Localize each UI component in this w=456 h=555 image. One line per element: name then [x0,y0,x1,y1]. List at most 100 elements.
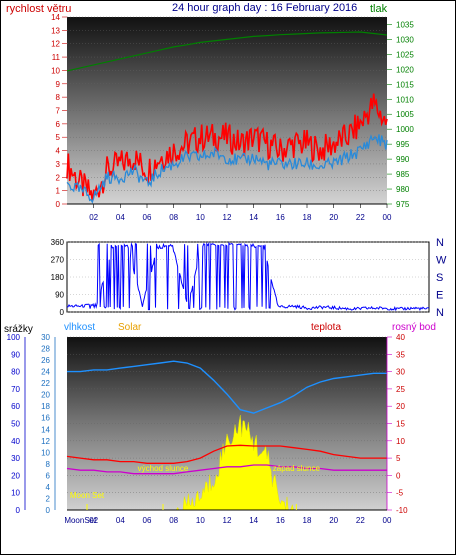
temp-tick-label: 5 [396,454,401,463]
pressure-tick-label: 980 [396,185,410,194]
temp-tick-label: 35 [396,350,405,359]
pressure-tick-label: 1010 [396,95,414,104]
temp-tick-label: 15 [396,420,405,429]
pressure-line [66,31,388,72]
humidity-tick-label: 12 [41,437,50,446]
temp-tick-label: -10 [396,506,408,515]
humidity-tick-label: 6 [46,471,51,480]
rain-axis-title: srážky [4,324,33,335]
humidity-tick-label: 0 [46,506,51,515]
rain-tick-label: 30 [11,454,20,463]
compass-label: S [436,272,443,284]
rain-tick-label: 50 [11,420,20,429]
humidity-tick-label: 22 [41,379,50,388]
dewpoint-line [66,464,387,475]
temp-tick-label: -5 [396,489,404,498]
temp-tick-label: 30 [396,368,405,377]
humidity-line [67,360,387,414]
wind-tick-label: 5 [56,133,61,142]
wind-tick-label: 3 [56,160,61,169]
rain-tick-label: 40 [11,437,20,446]
humidity-tick-label: 2 [46,494,51,503]
wind-tick-label: 12 [51,40,60,49]
humidity-tick-label: 16 [41,414,50,423]
rain-tick-label: 60 [11,402,20,411]
temperature-axis-title: teplota [311,322,341,333]
humidity-tick-label: 4 [46,483,51,492]
direction-tick-label: 180 [51,273,65,282]
pressure-tick-label: 1035 [396,20,414,29]
wind-tick-label: 9 [56,80,61,89]
hour-tick-label: 08 [169,516,178,525]
temp-tick-label: 40 [396,333,405,342]
rain-tick-label: 10 [11,489,20,498]
temperature-line [66,444,387,464]
humidity-tick-label: 8 [46,460,51,469]
hour-tick-label: 04 [116,213,125,222]
temp-tick-label: 25 [396,385,405,394]
humidity-tick-label: 20 [41,391,50,400]
wind-tick-label: 6 [56,120,61,129]
chart-title: 24 hour graph day : 16 February 2016 [172,2,357,14]
rain-tick-label: 70 [11,385,20,394]
dewpoint-axis-title: rosný bod [392,322,436,333]
wind-tick-label: 11 [52,53,61,62]
humidity-axis-title: vlhkost [64,322,95,333]
wind-tick-label: 2 [56,173,61,182]
hour-tick-label: 06 [143,213,152,222]
humidity-tick-label: 10 [41,448,50,457]
pressure-tick-label: 1000 [396,125,414,134]
hour-tick-label: 06 [143,516,152,525]
hour-tick-label: 12 [223,516,232,525]
compass-label: N [436,307,444,319]
pressure-tick-label: 1005 [396,110,414,119]
humidity-tick-label: 28 [41,345,50,354]
pressure-tick-label: 990 [396,155,410,164]
hour-tick-label: 18 [303,213,312,222]
humidity-tick-label: 14 [41,425,50,434]
hour-tick-label: 04 [116,516,125,525]
humidity-tick-label: 30 [41,333,50,342]
pressure-tick-label: 975 [396,200,410,209]
rain-tick-label: 80 [11,368,20,377]
humidity-tick-label: 26 [41,356,50,365]
hour-tick-label: 08 [169,213,178,222]
rain-tick-label: 90 [11,350,20,359]
chart-annotation: západ slunce [273,464,321,473]
pressure-tick-label: 995 [396,140,410,149]
pressure-tick-label: 1015 [396,80,414,89]
solar-axis-title: Solar [118,322,142,333]
wind-tick-label: 0 [56,200,61,209]
wind-tick-label: 1 [56,187,61,196]
hour-tick-label: 16 [276,516,285,525]
hour-tick-label: 00 [383,213,392,222]
compass-label: W [436,255,447,267]
wind-tick-label: 4 [56,147,61,156]
rain-tick-label: 20 [11,471,20,480]
hour-tick-label: 02 [89,516,98,525]
hour-tick-label: 02 [89,213,98,222]
humidity-tick-label: 18 [41,402,50,411]
compass-label: E [436,290,443,302]
temp-tick-label: 10 [396,437,405,446]
pressure-axis-title: tlak [370,3,388,15]
hour-tick-label: 00 [383,516,392,525]
direction-tick-label: 360 [51,238,65,247]
pressure-tick-label: 1030 [396,35,414,44]
pressure-tick-label: 1020 [396,65,414,74]
wind-gust-line [66,93,388,202]
hour-tick-label: 10 [196,213,205,222]
chart-annotation: Moon Set [70,491,105,500]
direction-tick-label: 0 [60,308,65,317]
wind-tick-label: 7 [56,107,61,116]
hour-tick-label: 12 [223,213,232,222]
wind-tick-label: 13 [51,26,60,35]
direction-tick-label: 90 [55,291,64,300]
hour-tick-label: 14 [249,516,258,525]
rain-tick-label: 100 [7,333,21,342]
hour-tick-label: 16 [276,213,285,222]
hour-tick-label: 14 [249,213,258,222]
temp-tick-label: 20 [396,402,405,411]
humidity-tick-label: 24 [41,368,50,377]
